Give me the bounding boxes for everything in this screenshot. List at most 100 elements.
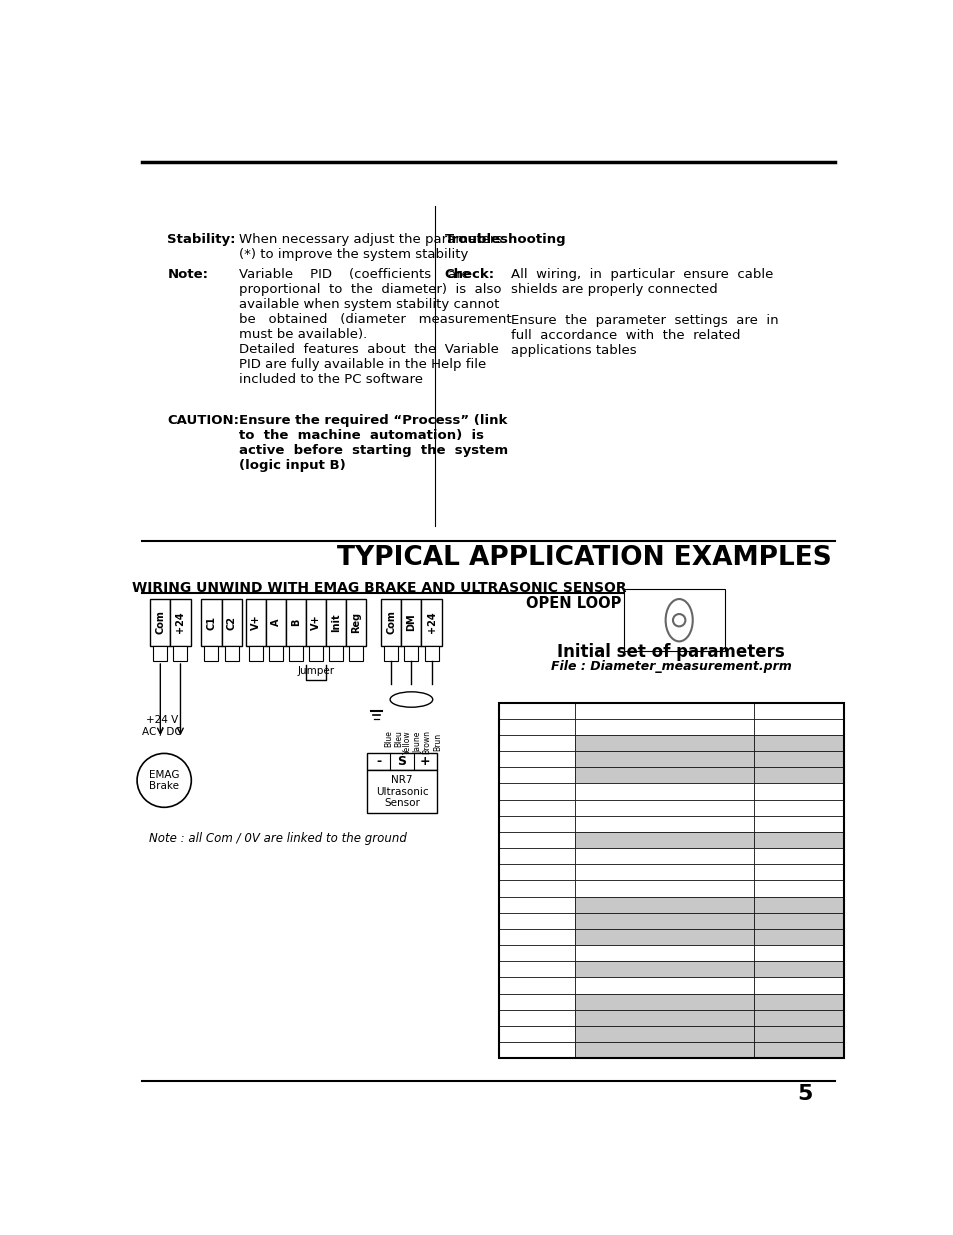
Text: Check:: Check: xyxy=(444,268,495,280)
Bar xyxy=(575,848,754,864)
Bar xyxy=(575,751,754,767)
Bar xyxy=(498,751,575,767)
Bar xyxy=(754,735,843,751)
Bar xyxy=(575,799,754,816)
Bar xyxy=(498,703,843,1058)
Bar xyxy=(498,767,575,783)
Bar xyxy=(498,703,575,719)
Bar xyxy=(575,1010,754,1026)
Text: NR7
Ultrasonic
Sensor: NR7 Ultrasonic Sensor xyxy=(375,774,428,808)
Text: +24: +24 xyxy=(426,611,436,634)
Bar xyxy=(498,945,575,961)
Bar xyxy=(754,994,843,1010)
Bar xyxy=(249,646,262,661)
Bar xyxy=(381,599,401,646)
Text: Com: Com xyxy=(155,610,165,635)
Bar xyxy=(269,646,282,661)
Text: EMAG
Brake: EMAG Brake xyxy=(149,769,179,792)
Bar xyxy=(498,816,575,832)
Text: Troubleshooting: Troubleshooting xyxy=(444,233,566,246)
Bar xyxy=(754,881,843,897)
Bar xyxy=(498,1026,575,1042)
Bar xyxy=(575,994,754,1010)
Bar xyxy=(498,881,575,897)
Bar xyxy=(754,897,843,913)
Bar xyxy=(173,646,187,661)
Text: Stability:: Stability: xyxy=(167,233,235,246)
Bar xyxy=(289,646,303,661)
Bar xyxy=(754,1026,843,1042)
Bar xyxy=(498,848,575,864)
Bar xyxy=(754,832,843,848)
Bar xyxy=(404,646,418,661)
Bar xyxy=(754,816,843,832)
Bar xyxy=(384,646,397,661)
Text: File : Diameter_measurement.prm: File : Diameter_measurement.prm xyxy=(550,661,791,673)
Bar xyxy=(401,599,421,646)
Bar xyxy=(754,1010,843,1026)
Bar xyxy=(367,753,436,771)
Bar xyxy=(575,1026,754,1042)
Bar xyxy=(498,913,575,929)
Bar xyxy=(498,735,575,751)
Bar xyxy=(309,646,323,661)
Bar xyxy=(367,771,436,813)
Text: Init: Init xyxy=(331,614,341,632)
Bar xyxy=(204,646,218,661)
Text: When necessary adjust the parameters
(*) to improve the system stability: When necessary adjust the parameters (*)… xyxy=(239,233,502,261)
Bar xyxy=(286,599,306,646)
Bar xyxy=(424,646,438,661)
Bar xyxy=(201,599,221,646)
Bar xyxy=(754,751,843,767)
Text: Blue
Bleu: Blue Bleu xyxy=(383,730,403,747)
Bar xyxy=(754,719,843,735)
Bar xyxy=(498,961,575,977)
Bar xyxy=(224,646,238,661)
Bar xyxy=(221,599,241,646)
Bar xyxy=(498,1042,575,1058)
Bar xyxy=(575,703,754,719)
Bar xyxy=(575,961,754,977)
Bar xyxy=(498,783,575,799)
Text: +24 V
AC / DC: +24 V AC / DC xyxy=(142,715,182,736)
Bar xyxy=(349,646,363,661)
Bar xyxy=(575,929,754,945)
Text: TYPICAL APPLICATION EXAMPLES: TYPICAL APPLICATION EXAMPLES xyxy=(337,545,831,571)
Text: All  wiring,  in  particular  ensure  cable
shields are properly connected: All wiring, in particular ensure cable s… xyxy=(510,268,772,295)
Bar xyxy=(575,864,754,881)
Text: Ensure  the  parameter  settings  are  in
full  accordance  with  the  related
a: Ensure the parameter settings are in ful… xyxy=(510,314,778,357)
Bar xyxy=(498,832,575,848)
Bar xyxy=(498,977,575,994)
Text: Jumper: Jumper xyxy=(297,667,335,677)
Text: Brown
Brun: Brown Brun xyxy=(422,730,441,755)
Bar xyxy=(306,599,326,646)
Bar xyxy=(245,599,266,646)
Text: C2: C2 xyxy=(227,615,236,630)
Text: V+: V+ xyxy=(251,615,260,630)
Bar xyxy=(754,1042,843,1058)
Bar xyxy=(754,703,843,719)
Bar xyxy=(575,881,754,897)
Bar xyxy=(575,735,754,751)
Bar xyxy=(346,599,366,646)
Bar xyxy=(754,961,843,977)
Bar xyxy=(329,646,343,661)
Bar xyxy=(575,945,754,961)
Text: WIRING UNWIND WITH EMAG BRAKE AND ULTRASONIC SENSOR: WIRING UNWIND WITH EMAG BRAKE AND ULTRAS… xyxy=(132,580,625,595)
Bar xyxy=(498,929,575,945)
Bar xyxy=(498,1010,575,1026)
Text: +24: +24 xyxy=(175,611,185,634)
Text: -: - xyxy=(375,756,381,768)
Text: OPEN LOOP: OPEN LOOP xyxy=(525,595,620,610)
Bar xyxy=(498,864,575,881)
Text: +: + xyxy=(419,756,430,768)
Text: C1: C1 xyxy=(206,615,216,630)
Bar xyxy=(171,599,191,646)
Bar xyxy=(575,913,754,929)
Bar xyxy=(266,599,286,646)
Text: Ensure the required “Process” (link
to  the  machine  automation)  is
active  be: Ensure the required “Process” (link to t… xyxy=(239,414,508,472)
Bar xyxy=(153,646,167,661)
Text: Note : all Com / 0V are linked to the ground: Note : all Com / 0V are linked to the gr… xyxy=(149,832,406,845)
Text: Note:: Note: xyxy=(167,268,208,280)
Text: V+: V+ xyxy=(311,615,321,630)
